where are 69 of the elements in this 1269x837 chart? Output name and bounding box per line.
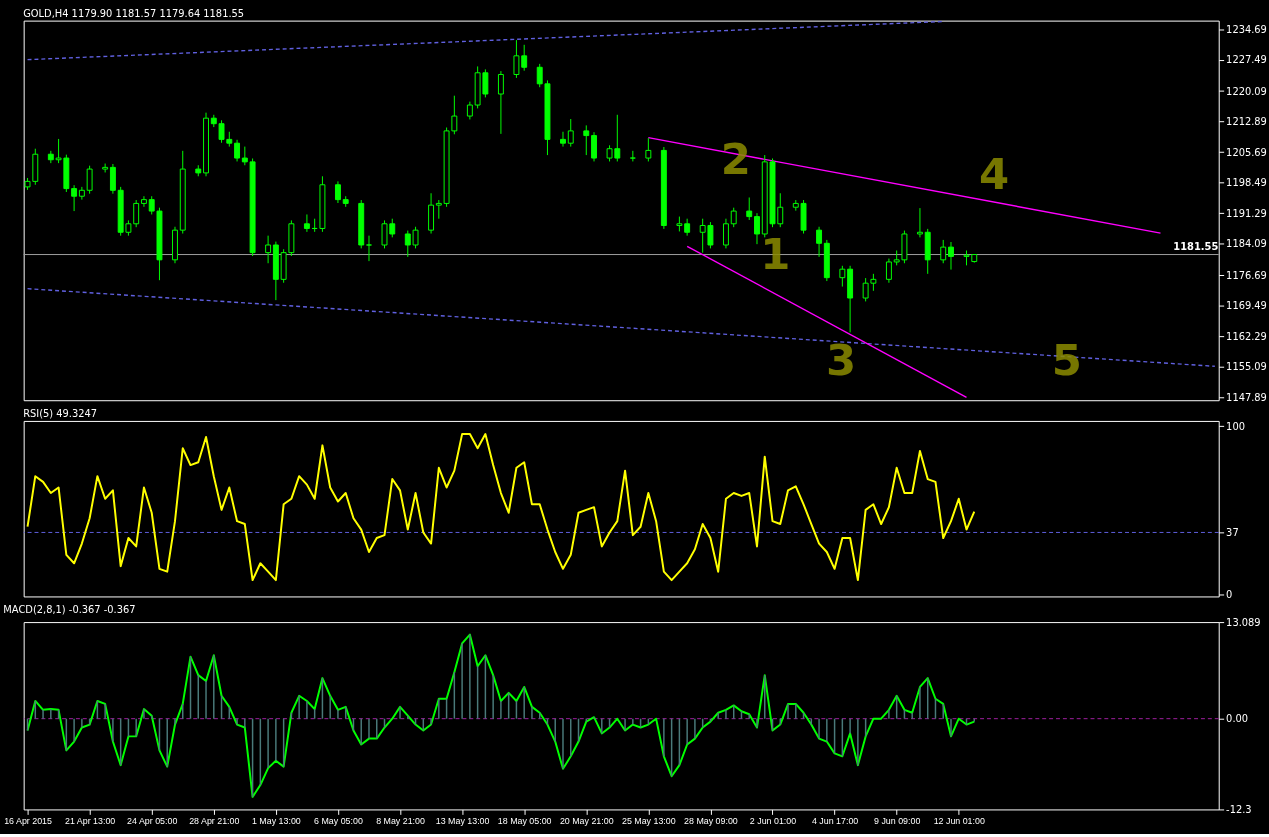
candlestick (940, 239, 947, 264)
annotation: 3 (825, 335, 857, 386)
candlestick (303, 213, 310, 233)
x-tick-label: 12 Jun 01:00 (933, 815, 985, 826)
y-tick-label: 1184.09 (1226, 238, 1267, 250)
y-tick-label: 1212.89 (1226, 116, 1267, 128)
y-tick-label: 0 (1226, 589, 1233, 601)
y-tick-label: 13.089 (1226, 616, 1261, 628)
x-tick-label: 24 Apr 05:00 (127, 815, 178, 826)
y-tick-label: 1176.69 (1226, 269, 1267, 281)
candlestick (746, 196, 753, 221)
candlestick (102, 163, 109, 173)
line-series (26, 633, 976, 798)
y-tick-label: -12.3 (1226, 803, 1252, 815)
y-tick-label: 1205.69 (1226, 146, 1267, 158)
chart-title: GOLD,H4 1179.90 1181.57 1179.64 1181.55 (23, 7, 245, 19)
candlestick (78, 186, 85, 201)
candlestick (645, 137, 652, 162)
y-tick-label: 1169.49 (1226, 300, 1267, 312)
candlestick (497, 70, 504, 135)
candlestick (140, 195, 147, 208)
candlestick (109, 163, 116, 195)
line-series (26, 433, 976, 582)
candlestick (334, 180, 341, 204)
candlestick (567, 118, 574, 148)
candlestick (583, 124, 590, 156)
candlestick (86, 165, 93, 195)
candlestick (885, 258, 892, 284)
x-tick-label: 13 May 13:00 (435, 815, 490, 826)
y-tick-label: 0.00 (1226, 713, 1249, 725)
y-tick-label: 37 (1226, 526, 1239, 538)
x-tick-label: 8 May 21:00 (376, 815, 425, 826)
candlestick (916, 207, 923, 238)
y-tick-label: 1155.09 (1226, 361, 1267, 373)
candlestick (560, 131, 566, 148)
candlestick (754, 212, 760, 245)
y-tick-label: 1227.49 (1226, 54, 1267, 66)
x-tick-label: 2 Jun 01:00 (749, 815, 797, 826)
x-tick-label: 16 Apr 2015 (4, 815, 52, 826)
y-tick-label: 1162.29 (1226, 330, 1267, 342)
ref-line-label: 1181.55 (1173, 240, 1219, 252)
candlestick (730, 207, 737, 228)
x-tick-label: 9 Jun 09:00 (874, 815, 921, 826)
y-tick-label: 1191.29 (1226, 207, 1267, 219)
x-tick-label: 4 Jun 17:00 (811, 815, 859, 826)
x-tick-label: 1 May 13:00 (251, 815, 301, 826)
chart-title: RSI(5) 49.3247 (23, 408, 98, 419)
candlestick (816, 226, 823, 258)
x-tick-label: 21 Apr 13:00 (64, 815, 116, 826)
x-tick-label: 6 May 05:00 (314, 815, 363, 826)
x-tick-label: 20 May 21:00 (559, 815, 614, 826)
y-tick-label: 1220.09 (1226, 85, 1267, 97)
candlestick (839, 265, 846, 288)
candlestick (265, 235, 272, 264)
candlestick (591, 131, 597, 162)
annotation: 4 (978, 149, 1010, 200)
y-tick-label: 100 (1226, 420, 1245, 432)
y-tick-label: 1147.89 (1226, 391, 1267, 403)
x-tick-label: 25 May 13:00 (622, 815, 676, 826)
candlestick (948, 241, 954, 271)
x-tick-label: 28 May 09:00 (684, 815, 738, 826)
y-tick-label: 1234.69 (1226, 23, 1267, 35)
candlestick (722, 218, 729, 249)
chart-title: MACD(2,8,1) -0.367 -0.367 (3, 604, 136, 616)
candlestick (71, 184, 78, 212)
x-tick-label: 28 Apr 21:00 (189, 815, 240, 826)
y-tick-label: 1198.49 (1226, 177, 1267, 189)
candlestick (234, 139, 241, 162)
x-tick-label: 18 May 05:00 (497, 815, 552, 826)
